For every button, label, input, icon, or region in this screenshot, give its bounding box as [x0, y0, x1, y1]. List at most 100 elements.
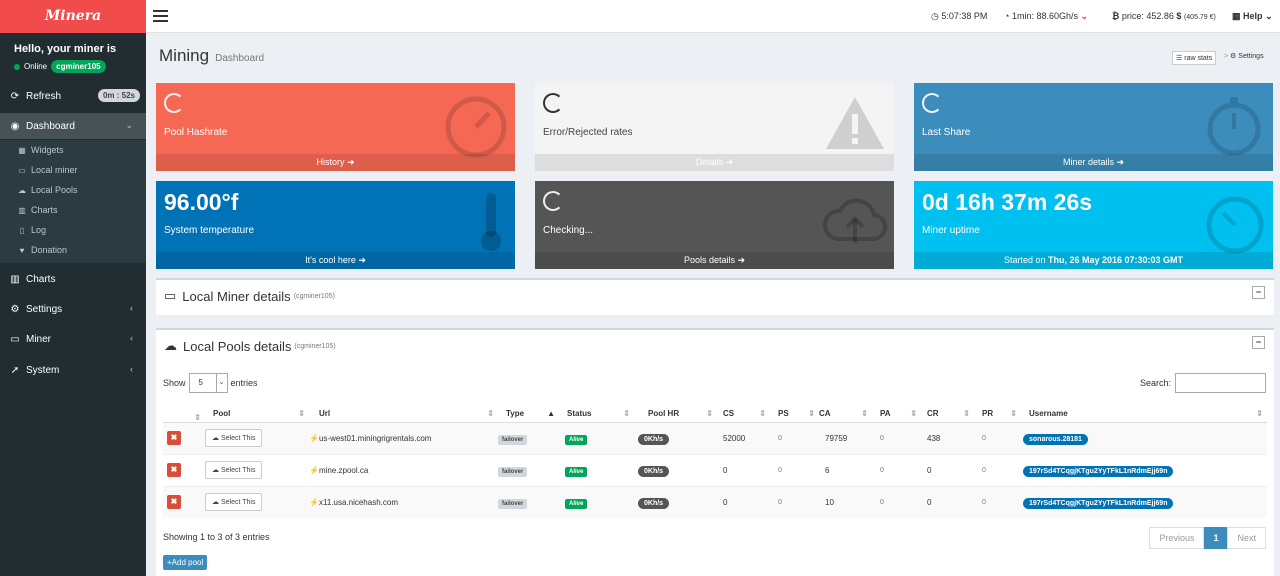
start-date: Thu, 26 May 2016 07:30:03 GMT [1047, 255, 1184, 265]
clock-indicator[interactable]: ◷ 5:07:38 PM [931, 11, 987, 22]
search-input[interactable] [1175, 373, 1266, 393]
entries-select[interactable]: 5 ⌄ [188, 373, 228, 393]
page-1-button[interactable]: 1 [1204, 527, 1228, 549]
details-link[interactable]: Details ➜ [535, 154, 894, 171]
column-header-type[interactable]: Type ▲ [498, 405, 559, 423]
column-header-cr[interactable]: CR ⇕ [921, 405, 974, 423]
chevron-down-icon: ⌄ [215, 374, 227, 392]
grid-icon: ▦ [1232, 11, 1241, 21]
sidebar-item-miner[interactable]: ▭ Miner ‹ [0, 326, 146, 352]
sort-icon: ⇕ [1010, 408, 1017, 418]
subitem-label: Local miner [31, 165, 78, 175]
eur-price: (405.79 €) [1183, 14, 1216, 21]
column-header-ca[interactable]: CA ⇕ [819, 405, 872, 423]
sidebar-subitem-log[interactable]: ▯ Log [0, 220, 146, 240]
price-indicator[interactable]: ₿ price: 452.86 $ (405.79 €) [1112, 11, 1216, 21]
remove-pool-button[interactable]: ✖ [167, 463, 181, 477]
ps-value: 0 [770, 421, 819, 454]
remove-pool-button[interactable]: ✖ [167, 495, 181, 510]
page-title: Mining Dashboard [159, 46, 264, 66]
select-pool-button[interactable]: ☁ Select This [205, 429, 263, 447]
select-label: Select This [220, 467, 256, 474]
miner-name-badge: cgminer105 [51, 60, 106, 73]
sidebar-subitem-donation[interactable]: ♥ Donation [0, 240, 146, 260]
pool-url: us-west01.miningrigrentals.com [318, 433, 432, 443]
loading-spinner-icon [543, 191, 563, 211]
sidebar-item-charts[interactable]: ▥ Charts [0, 266, 146, 292]
next-page-button[interactable]: Next [1227, 527, 1266, 549]
column-header-select[interactable]: ⇕ [163, 405, 205, 423]
column-header-pool-hr[interactable]: Pool HR ⇕ [634, 405, 717, 423]
pool-hashrate: 0Kh/s [638, 433, 670, 445]
ps-value: 0 [770, 485, 819, 518]
select-pool-button[interactable]: ☁ Select This [205, 493, 263, 512]
sidebar-subitem-local-pools[interactable]: ☁ Local Pools [0, 180, 146, 200]
local-miner-panel: ▭ Local Miner details (cgminer105) − [156, 278, 1274, 315]
bolt-icon: ⚡ [309, 497, 319, 507]
sidebar-subitem-charts[interactable]: ▥ Charts [0, 200, 146, 220]
collapse-button[interactable]: − [1252, 286, 1265, 299]
history-link[interactable]: History ➜ [156, 154, 515, 171]
last-share-box: Last Share Miner details ➜ [914, 83, 1273, 171]
remove-pool-button[interactable]: ✖ [167, 431, 181, 445]
sidebar-item-system[interactable]: ➚ System ‹ [0, 357, 146, 383]
column-header-ps[interactable]: PS ⇕ [770, 405, 819, 423]
panel-title-text: Local Pools details [183, 338, 292, 354]
collapse-button[interactable]: − [1252, 336, 1265, 349]
pool-type-badge: failover [498, 466, 528, 477]
column-header-url[interactable]: Url ⇕ [309, 405, 498, 423]
help-menu[interactable]: ▦ Help ⌄ [1232, 11, 1273, 22]
sidebar-label-refresh: Refresh [26, 90, 62, 102]
username-badge: sonarous.28181 [1023, 433, 1088, 445]
column-header-pool[interactable]: Pool ⇕ [205, 405, 309, 423]
panel-title: ▭ Local Miner details (cgminer105) [164, 288, 335, 304]
sort-icon: ⇕ [963, 408, 970, 418]
column-header-status[interactable]: Status ⇕ [559, 405, 634, 423]
add-pool-button[interactable]: +Add pool [163, 555, 208, 570]
username-badge: 197rSd4TCqgjKTgu2YyTFkL1nRdmEjj69n [1023, 497, 1174, 509]
add-pool-label: Add pool [171, 558, 204, 567]
entries-value: 5 [198, 378, 203, 387]
raw-stats-button[interactable]: ☰ raw stats [1172, 51, 1217, 65]
sidebar-item-refresh[interactable]: ⟳ Refresh 0m : 52s [0, 83, 146, 109]
hamburger-menu-icon[interactable] [153, 10, 168, 22]
header-label: Url [319, 408, 331, 418]
cool-here-link[interactable]: It's cool here ➜ [156, 252, 515, 269]
box-label: Checking... [543, 225, 594, 236]
top-navbar: ◷ 5:07:38 PM ◔ 1min: 88.60Gh/s ⌄ ₿ price… [146, 0, 1280, 33]
pool-url: mine.zpool.ca [318, 465, 369, 475]
breadcrumb-separator: > [1224, 53, 1229, 60]
plus-icon: + [167, 558, 172, 567]
sort-icon: ⇕ [1256, 408, 1263, 418]
column-header-cs[interactable]: CS ⇕ [717, 405, 770, 423]
status-badge: Alive [565, 498, 588, 509]
column-header-pa[interactable]: PA ⇕ [872, 405, 921, 423]
chevron-left-icon: ‹ [130, 333, 133, 343]
sidebar-subitem-local-miner[interactable]: ▭ Local miner [0, 160, 146, 180]
sidebar: Hello, your miner is Online cgminer105 ⟳… [0, 33, 146, 576]
sidebar-item-settings[interactable]: ⚙ Settings ‹ [0, 296, 146, 322]
sort-icon: ⇕ [706, 408, 713, 418]
sort-icon: ⇕ [759, 408, 766, 418]
pools-details-link[interactable]: Pools details ➜ [535, 252, 894, 269]
sort-icon: ⇕ [194, 413, 201, 423]
sidebar-item-dashboard[interactable]: ◉ Dashboard ⌄ [0, 113, 146, 139]
hashrate-indicator[interactable]: ◔ 1min: 88.60Gh/s ⌄ [1004, 11, 1088, 22]
chevron-left-icon: ‹ [130, 303, 133, 313]
column-header-username[interactable]: Username ⇕ [1021, 405, 1267, 423]
bolt-icon: ⚡ [309, 433, 319, 443]
cloud-icon: ☁ [164, 338, 177, 353]
arrow-circle-right-icon: ➜ [1116, 157, 1125, 167]
settings-link[interactable]: > ⚙ Settings [1224, 52, 1264, 60]
select-pool-button[interactable]: ☁ Select This [205, 461, 263, 479]
pool-type-badge: failover [498, 498, 528, 509]
entries-control: Show 5 ⌄ entries [163, 373, 258, 393]
brand-logo[interactable]: Minera [0, 0, 146, 33]
cr-value: 438 [921, 421, 974, 454]
cs-value: 0 [717, 485, 770, 518]
sidebar-subitem-widgets[interactable]: ▦ Widgets [0, 140, 146, 160]
previous-page-button[interactable]: Previous [1149, 527, 1205, 549]
box-label: Pool Hashrate [164, 127, 228, 138]
miner-details-link[interactable]: Miner details ➜ [914, 154, 1273, 171]
column-header-pr[interactable]: PR ⇕ [974, 405, 1021, 423]
